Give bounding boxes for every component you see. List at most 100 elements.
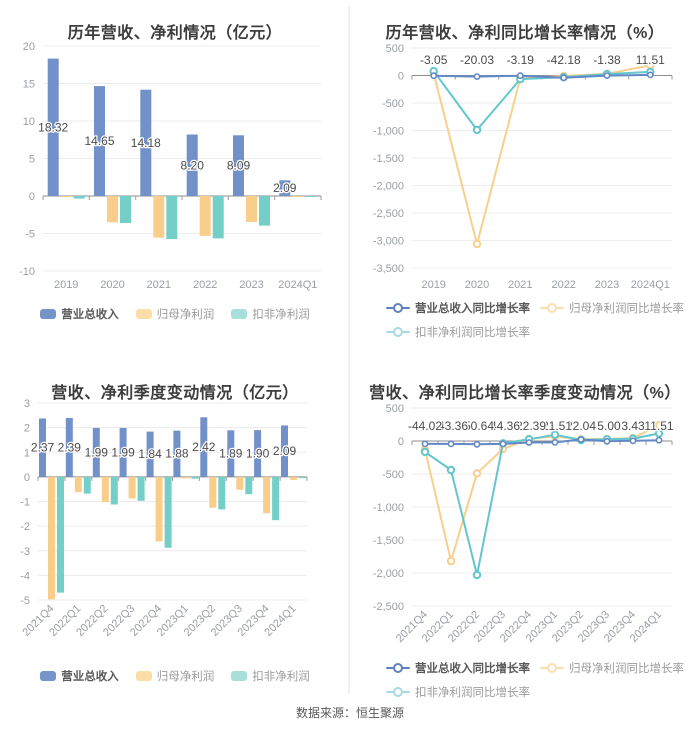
legend-item-net-profit-yoy-growth[interactable]: 归母净利润同比增长率 [540, 300, 684, 316]
x-tick-label: 2022 [551, 279, 575, 291]
y-tick-label: 0 [24, 472, 30, 484]
legend-swatch-non-gaap-net-profit [231, 671, 248, 681]
point-value-label: -3.05 [420, 53, 448, 67]
legend-label: 归母净利润同比增长率 [569, 303, 684, 315]
point-value-label: -20.03 [460, 53, 494, 67]
y-tick-label: -500 [382, 98, 404, 110]
x-tick-label: 2023 [595, 279, 619, 291]
bar-net-profit [290, 476, 297, 480]
x-tick-label: 2021 [508, 279, 532, 291]
bar-net-profit [101, 476, 109, 502]
bar-net-profit [292, 196, 304, 197]
legend-item-non-gaap-net-profit-yoy-growth[interactable]: 扣非净利润同比增长率 [386, 324, 530, 340]
legend-label: 营业总收入同比增长率 [415, 663, 530, 675]
bar-value-label: 8.09 [227, 159, 251, 173]
bar-non-gaap-net-profit [272, 476, 280, 521]
legend-item-net-profit[interactable]: 归母净利润 [135, 668, 214, 684]
legend-item-revenue-yoy-growth[interactable]: 营业总收入同比增长率 [386, 300, 530, 316]
legend-item-revenue-yoy-growth[interactable]: 营业总收入同比增长率 [386, 660, 530, 676]
point-non-gaap-net-profit-yoy-growth [654, 429, 664, 438]
legend-swatch-revenue [40, 309, 57, 319]
point-value-label: -21.51 [538, 419, 572, 433]
legend-label: 扣非净利润 [252, 309, 310, 321]
y-tick-label: 0 [29, 191, 35, 203]
annual-growth-plot: 500 0 -500 -1,000 -1,500 -2,000 -2,500 -3,000 -3… [350, 0, 700, 355]
legend-swatch-net-profit [135, 309, 152, 319]
x-tick-label: 2023 [239, 279, 263, 291]
legend-item-revenue[interactable]: 营业总收入 [40, 668, 119, 684]
legend-line-marker-revenue-yoy-growth [386, 303, 410, 314]
point-revenue-yoy-growth [603, 437, 611, 445]
legend-item-net-profit-yoy-growth[interactable]: 归母净利润同比增长率 [540, 660, 684, 676]
y-tick-label: -1,000 [373, 502, 404, 514]
point-value-label: -43.36 [434, 419, 468, 433]
point-net-profit-yoy-growth [654, 420, 664, 430]
bar-value-label: 2.09 [273, 181, 297, 195]
bar-revenue [119, 427, 127, 477]
legend-item-non-gaap-net-profit-yoy-growth[interactable]: 扣非净利润同比增长率 [386, 684, 530, 700]
chart-svg: 20 15 10 5 0 -5 -10 2019 2020 2021 2022 2023 2024Q1 2… [19, 41, 322, 291]
legend-label: 扣非净利润同比增长率 [415, 687, 530, 699]
legend-label: 营业总收入 [61, 309, 119, 321]
panel-divider [348, 6, 350, 694]
y-tick-label: 0 [398, 71, 404, 83]
bar-revenue [186, 134, 198, 196]
y-tick-label: 500 [386, 43, 404, 55]
x-tick-label: 2019 [54, 279, 78, 291]
point-value-label: 11.51 [636, 53, 665, 67]
x-tick-label: 2024Q1 [278, 279, 317, 291]
legend-label: 营业总收入 [61, 671, 119, 683]
bar-net-profit [155, 476, 163, 542]
bar-net-profit [153, 196, 165, 238]
bar-revenue [254, 430, 262, 477]
point-revenue-yoy-growth [499, 440, 507, 448]
y-tick-label: 0 [398, 436, 404, 448]
y-tick-label: -1 [20, 497, 30, 509]
y-tick-label: -5 [25, 229, 35, 241]
point-value-label: -22.39 [512, 419, 546, 433]
point-revenue-yoy-growth [516, 72, 524, 80]
bar-revenue [94, 86, 105, 196]
bar-value-label: 1.84 [138, 447, 162, 461]
legend-swatch-net-profit [135, 671, 152, 681]
bar-value-label: 2.09 [273, 444, 297, 458]
legend-label: 扣非净利润同比增长率 [415, 327, 530, 339]
bar-revenue [233, 135, 244, 196]
point-net-profit-yoy-growth [472, 239, 482, 249]
bar-revenue [279, 180, 291, 196]
legend-item-non-gaap-net-profit[interactable]: 扣非净利润 [231, 306, 310, 322]
bar-revenue [140, 89, 152, 196]
bar-non-gaap-net-profit [259, 196, 270, 226]
y-tick-label: 20 [23, 41, 35, 53]
point-value-label: -42.18 [547, 53, 581, 67]
y-tick-label: -5 [20, 595, 30, 607]
point-revenue-yoy-growth [655, 436, 663, 444]
legend-label: 营业总收入同比增长率 [415, 303, 530, 315]
bar-net-profit [199, 196, 211, 236]
point-revenue-yoy-growth [551, 439, 559, 446]
legend-item-net-profit[interactable]: 归母净利润 [135, 306, 214, 322]
point-non-gaap-net-profit-yoy-growth [472, 125, 482, 135]
legend-label: 归母净利润同比增长率 [569, 663, 684, 675]
bar-non-gaap-net-profit [305, 196, 317, 197]
y-tick-label: -4 [20, 570, 30, 582]
legend-line-marker-net-profit-yoy-growth [540, 303, 564, 314]
quarterly-growth-plot: 500 0 -500 -1,000 -1,500 -2,000 -2,500 2021Q4 20… [350, 360, 700, 734]
point-revenue-yoy-growth [629, 437, 637, 445]
point-value-label: -1.38 [593, 53, 621, 67]
y-tick-label: -500 [382, 469, 404, 481]
bar-value-label: 2.42 [192, 440, 216, 454]
bar-net-profit [128, 476, 136, 499]
line-non-gaap-net-profit-yoy-growth [432, 70, 651, 131]
annual-amounts-plot: 20 15 10 5 0 -5 -10 2019 2020 2021 2022 2023 2024Q1 2… [0, 0, 350, 355]
point-value-label: -50.64 [460, 419, 494, 433]
y-tick-label: -1,000 [373, 126, 404, 138]
y-tick-label: 5 [29, 154, 35, 166]
legend-item-non-gaap-net-profit[interactable]: 扣非净利润 [231, 668, 310, 684]
bar-net-profit [48, 476, 55, 600]
quarterly-amounts-legend: 营业总收入 归母净利润 扣非净利润 [0, 668, 350, 684]
bar-revenue [173, 430, 181, 477]
legend-item-revenue[interactable]: 营业总收入 [40, 306, 119, 322]
chart-svg: 5000-500-1,000-1,500-2,000-2,5002021Q420… [373, 403, 675, 645]
